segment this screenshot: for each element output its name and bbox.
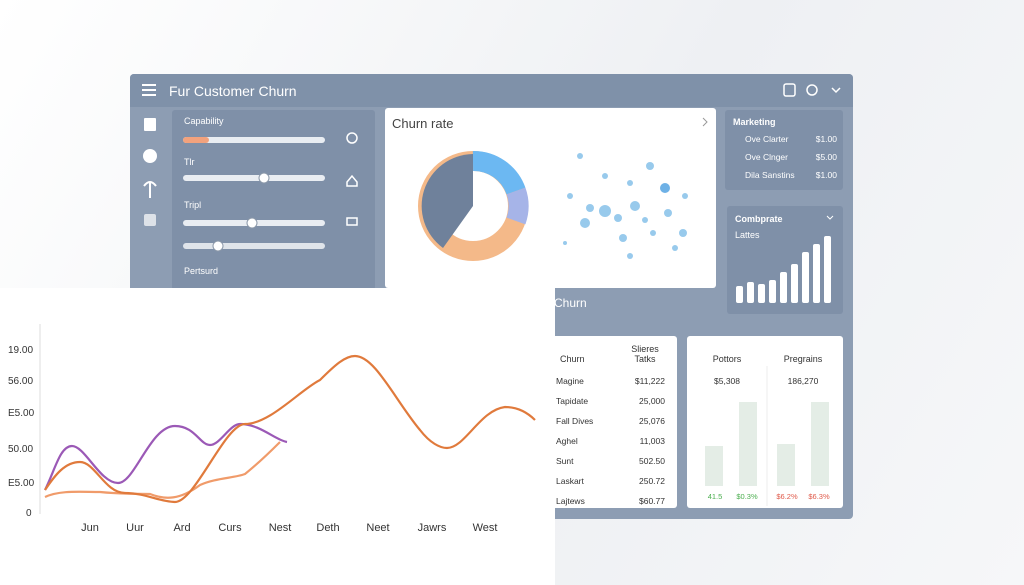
bar-label: $0.3%	[736, 492, 758, 501]
line-chart	[39, 324, 536, 514]
x-label: Jun	[81, 522, 99, 534]
dashboard: Fur Customer Churn Capability Tlr Tripl …	[130, 74, 853, 519]
table-cell: Tapidate	[556, 396, 589, 406]
y-label: E5.00	[8, 408, 35, 419]
app-title: Fur Customer Churn	[169, 83, 297, 99]
marketing-item[interactable]: Ove Clnger	[745, 152, 788, 162]
table-cell: Lajtews	[556, 496, 585, 506]
table-cell: 25,000	[639, 396, 665, 406]
header-icons[interactable]	[782, 82, 842, 100]
y-label: 56.00	[8, 376, 34, 387]
summary-bars	[705, 366, 829, 506]
table-cell: Fall Dives	[556, 416, 594, 426]
summary-value: $5,308	[714, 376, 740, 386]
marketing-value: $5.00	[815, 152, 837, 162]
marketing-panel: Marketing Ove Clarter $1.00 Ove Clnger $5.0…	[725, 110, 843, 190]
header: Fur Customer Churn	[130, 74, 853, 107]
summary-header: Pregrains	[783, 354, 823, 364]
panel-title: Combprate	[735, 214, 783, 224]
x-label: Jawrs	[417, 522, 447, 534]
x-label: Uur	[126, 522, 144, 534]
sliders[interactable]	[172, 110, 375, 290]
bar-label: $6.3%	[808, 492, 830, 501]
x-label: Nest	[268, 522, 292, 534]
bar-label: 41.5	[707, 492, 723, 501]
table-cell: Laskart	[556, 476, 584, 486]
sidebar-icons[interactable]	[140, 116, 162, 296]
summary-card: Pottors $5,308 Pregrains 186,270 41.5 $0.3% $6…	[687, 336, 843, 508]
table-header: Churn	[560, 354, 585, 364]
table-cell: 25,076	[639, 416, 665, 426]
table-cell: 11,003	[639, 436, 665, 446]
summary-header: Pottors	[712, 354, 742, 364]
x-label: Neet	[366, 522, 390, 534]
summary-value: 186,270	[787, 376, 819, 386]
table-cell: 250.72	[639, 476, 665, 486]
card-title: Churn rate	[392, 116, 454, 131]
y-label: 19.00	[8, 345, 34, 356]
slider-label: Capability	[184, 116, 224, 126]
y-label: E5.00	[8, 478, 35, 489]
combprate-bars	[736, 215, 834, 303]
table-cell: Magine	[556, 376, 584, 386]
menu-icon[interactable]	[140, 82, 158, 98]
table-cell: $11,222	[634, 376, 665, 386]
marketing-value: $1.00	[815, 134, 837, 144]
marketing-item[interactable]: Dila Sanstins	[745, 170, 795, 180]
churn-table: Churn Slieres Tatks Magine $11,222 Tapidate 2…	[552, 336, 677, 508]
table-header: Slieres Tatks	[631, 344, 659, 364]
churn-visuals	[418, 117, 708, 261]
table-cell: Aghel	[556, 436, 578, 446]
table-cell: 502.50	[639, 456, 665, 466]
line-chart-card: 19.00 56.00 E5.00 50.00 E5.00 0 Jun Uur Ard Curs…	[0, 288, 555, 585]
churn-rate-card: Churn rate	[385, 108, 716, 288]
bar-label: $6.2%	[776, 492, 798, 501]
marketing-item[interactable]: Ove Clarter	[745, 134, 789, 144]
slider-label: Tripl	[184, 200, 202, 210]
marketing-value: $1.00	[815, 170, 837, 180]
x-label: Curs	[218, 522, 242, 534]
table-cell: Sunt	[556, 456, 574, 466]
y-label: 0	[26, 508, 32, 519]
y-label: 50.00	[8, 444, 34, 455]
table-cell: $60.77	[639, 496, 665, 506]
combprate-panel: Combprate Lattes	[727, 206, 843, 314]
slider-panel: Capability Tlr Tripl Pertsurd	[172, 110, 375, 290]
section-title: Churn	[554, 296, 587, 310]
x-label: West	[472, 522, 498, 534]
x-label: Ard	[173, 522, 191, 534]
panel-subtitle: Lattes	[735, 230, 760, 240]
slider-label: Tlr	[184, 157, 195, 167]
slider-label: Pertsurd	[184, 266, 219, 276]
x-label: Deth	[316, 522, 340, 534]
panel-title: Marketing	[733, 117, 776, 127]
